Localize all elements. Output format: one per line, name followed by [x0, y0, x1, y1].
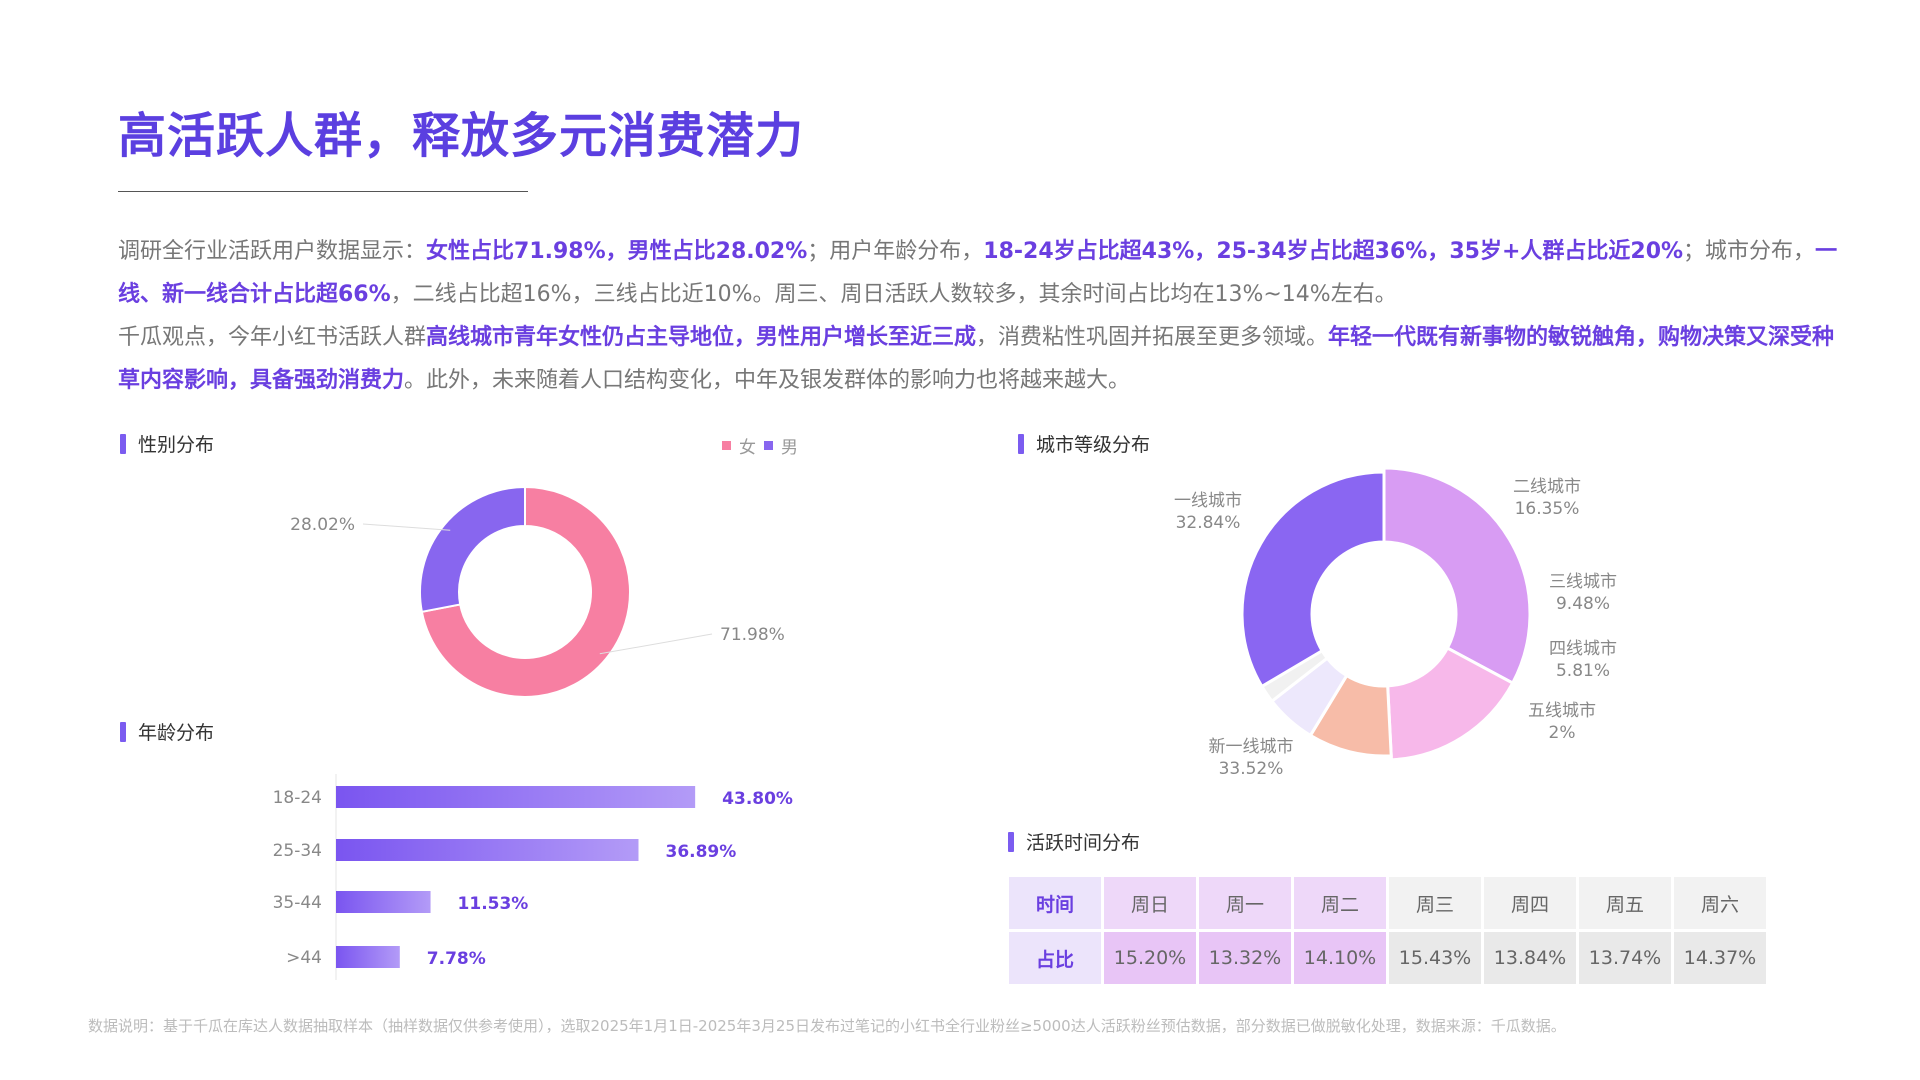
- gender-slice-1: [419, 485, 526, 613]
- table-day-header: 周日: [1104, 877, 1196, 929]
- body-text: 调研全行业活跃用户数据显示：: [118, 239, 427, 264]
- opinion-paragraph: 千瓜观点，今年小红书活跃人群高线城市青年女性仍占主导地位，男性用户增长至近三成，…: [118, 316, 1850, 402]
- gender-section-title: 性别分布: [120, 430, 214, 457]
- section-marker: [1008, 831, 1014, 852]
- table-row-label: 时间: [1009, 877, 1101, 929]
- city-slice-value: 33.52%: [1219, 759, 1284, 779]
- age-category-label: >44: [286, 948, 322, 968]
- section-marker: [120, 433, 126, 454]
- city-slice-name: 二线城市: [1513, 477, 1581, 497]
- activity-section-title: 活跃时间分布: [1008, 828, 1140, 855]
- body-text: ，二线占比超16%，三线占比近10%。周三、周日活跃人数较多，其余时间占比均在1…: [390, 282, 1397, 307]
- gender-legend: 女 男: [722, 433, 798, 458]
- gender-leader-line: [362, 523, 451, 531]
- highlight-text: 一线、新一线合计占比超66%: [118, 239, 1838, 307]
- age-section-label: 年龄分布: [138, 722, 215, 744]
- table-day-value: 15.20%: [1104, 932, 1196, 984]
- legend-swatch-male: [764, 441, 773, 450]
- age-bar: [336, 891, 431, 913]
- highlight-text: 高线城市青年女性仍占主导地位，男性用户增长至近三成: [426, 325, 977, 350]
- highlight-text: 年轻一代既有新事物的敏锐触角，购物决策又深受种草内容影响，具备强劲消费力: [118, 325, 1835, 393]
- table-day-header: 周二: [1294, 877, 1386, 929]
- city-slice-name: 一线城市: [1174, 491, 1242, 511]
- table-day-value: 13.32%: [1199, 932, 1291, 984]
- activity-value-row: 占比 15.20% 13.32% 14.10% 15.43% 13.84% 13.74% 14…: [1009, 932, 1766, 984]
- city-slice-value: 2%: [1549, 723, 1576, 743]
- body-text: ；城市分布，: [1683, 239, 1816, 264]
- table-day-value: 14.37%: [1674, 932, 1766, 984]
- table-day-value: 13.74%: [1579, 932, 1671, 984]
- age-category-label: 25-34: [273, 841, 322, 861]
- data-footnote: 数据说明：基于千瓜在库达人数据抽取样本（抽样数据仅供参考使用），选取2025年1…: [88, 1017, 1566, 1035]
- city-slice-name: 五线城市: [1528, 701, 1596, 721]
- title-divider: [118, 191, 528, 192]
- city-slice-name: 四线城市: [1549, 639, 1617, 659]
- body-text: 千瓜观点，今年小红书活跃人群: [118, 325, 427, 350]
- highlight-text: 女性占比71.98%，男性占比28.02%: [426, 239, 808, 264]
- city-slice-value: 32.84%: [1176, 513, 1241, 533]
- body-text: 。此外，未来随着人口结构变化，中年及银发群体的影响力也将越来越大。: [404, 368, 1131, 393]
- city-section-label: 城市等级分布: [1036, 434, 1151, 456]
- activity-section-label: 活跃时间分布: [1026, 832, 1141, 854]
- legend-label-female: 女: [739, 438, 756, 458]
- section-marker: [1018, 433, 1024, 454]
- summary-paragraph: 调研全行业活跃用户数据显示：女性占比71.98%，男性占比28.02%；用户年龄…: [118, 230, 1850, 316]
- age-value-label: 11.53%: [458, 894, 529, 914]
- city-slice-name: 新一线城市: [1209, 737, 1294, 757]
- city-slice-value: 9.48%: [1556, 594, 1610, 614]
- age-bar: [336, 839, 639, 861]
- table-day-header: 周六: [1674, 877, 1766, 929]
- age-value-label: 43.80%: [722, 789, 793, 809]
- section-marker: [120, 721, 126, 742]
- age-bar: [336, 946, 400, 968]
- activity-header-row: 时间 周日 周一 周二 周三 周四 周五 周六: [1009, 877, 1766, 929]
- table-day-header: 周一: [1199, 877, 1291, 929]
- table-day-value: 15.43%: [1389, 932, 1481, 984]
- city-slice-1: [1386, 646, 1515, 762]
- page-title: 高活跃人群，释放多元消费潜力: [118, 108, 805, 164]
- gender-slice-0: [420, 485, 631, 698]
- table-day-header: 周三: [1389, 877, 1481, 929]
- gender-section-label: 性别分布: [138, 434, 215, 456]
- gender-slice-label: 28.02%: [290, 515, 355, 535]
- gender-slice-label: 71.98%: [720, 625, 785, 645]
- city-slice-name: 三线城市: [1549, 572, 1617, 592]
- age-category-label: 35-44: [273, 893, 322, 913]
- city-slice-0: [1382, 466, 1532, 686]
- age-value-label: 7.78%: [427, 949, 486, 969]
- gender-donut-chart: 71.98% 28.02%: [290, 485, 785, 698]
- body-text: ，消费粘性巩固并拓展至更多领域。: [976, 325, 1329, 350]
- body-text: ；用户年龄分布，: [807, 239, 984, 264]
- table-day-header: 周四: [1484, 877, 1576, 929]
- table-day-value: 14.10%: [1294, 932, 1386, 984]
- legend-swatch-female: [722, 441, 731, 450]
- table-row-label: 占比: [1009, 932, 1101, 984]
- activity-table: 时间 周日 周一 周二 周三 周四 周五 周六 占比 15.20% 13.32% 14.10% 15.…: [1006, 874, 1769, 987]
- city-slice-5: [1240, 470, 1386, 689]
- age-bar-chart: 18-24 43.80% 25-34 36.89% 35-44 11.53% >44 7.78…: [273, 774, 793, 980]
- table-day-value: 13.84%: [1484, 932, 1576, 984]
- gender-leader-line: [599, 633, 713, 655]
- age-bar: [336, 786, 696, 808]
- city-section-title: 城市等级分布: [1018, 430, 1150, 457]
- age-category-label: 18-24: [273, 788, 322, 808]
- highlight-text: 18-24岁占比超43%，25-34岁占比超36%，35岁+人群占比近20%: [983, 239, 1684, 264]
- legend-label-male: 男: [781, 438, 798, 458]
- age-value-label: 36.89%: [665, 842, 736, 862]
- city-slice-value: 5.81%: [1556, 661, 1610, 681]
- table-day-header: 周五: [1579, 877, 1671, 929]
- city-slice-value: 16.35%: [1515, 499, 1580, 519]
- age-section-title: 年龄分布: [120, 718, 214, 745]
